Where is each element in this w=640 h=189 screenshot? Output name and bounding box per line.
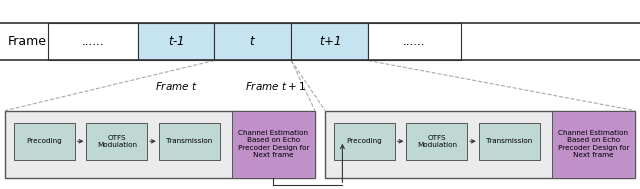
Bar — [5, 111, 315, 178]
Text: Frame $t$: Frame $t$ — [155, 80, 197, 92]
Bar — [334, 123, 395, 160]
Text: $t$+1: $t$+1 — [319, 35, 340, 48]
Text: ......: ...... — [403, 35, 426, 48]
Text: Transmission: Transmission — [486, 138, 532, 144]
Bar — [86, 123, 147, 160]
Text: Transmission: Transmission — [166, 138, 212, 144]
Text: Frame $t+1$: Frame $t+1$ — [244, 80, 306, 92]
Bar — [291, 23, 368, 60]
Text: ......: ...... — [81, 35, 104, 48]
Text: Channel Estimation
Based on Echo
Precoder Design for
Next frame: Channel Estimation Based on Echo Precode… — [557, 130, 629, 158]
Bar — [48, 23, 138, 60]
Bar — [232, 111, 315, 178]
Text: Precoding: Precoding — [27, 138, 62, 144]
Bar — [406, 123, 467, 160]
Text: Frame: Frame — [8, 35, 47, 48]
Bar — [552, 111, 635, 178]
Bar — [14, 123, 75, 160]
Bar — [214, 23, 291, 60]
Bar — [368, 23, 461, 60]
Text: $t$-1: $t$-1 — [168, 35, 184, 48]
Text: OTFS
Modulation: OTFS Modulation — [417, 135, 457, 148]
Bar — [138, 23, 214, 60]
Bar — [159, 123, 220, 160]
Text: Channel Estimation
Based on Echo
Precoder Design for
Next frame: Channel Estimation Based on Echo Precode… — [237, 130, 309, 158]
Text: OTFS
Modulation: OTFS Modulation — [97, 135, 137, 148]
Text: Precoding: Precoding — [347, 138, 382, 144]
Bar — [325, 111, 635, 178]
Bar — [479, 123, 540, 160]
Text: $t$: $t$ — [250, 35, 256, 48]
